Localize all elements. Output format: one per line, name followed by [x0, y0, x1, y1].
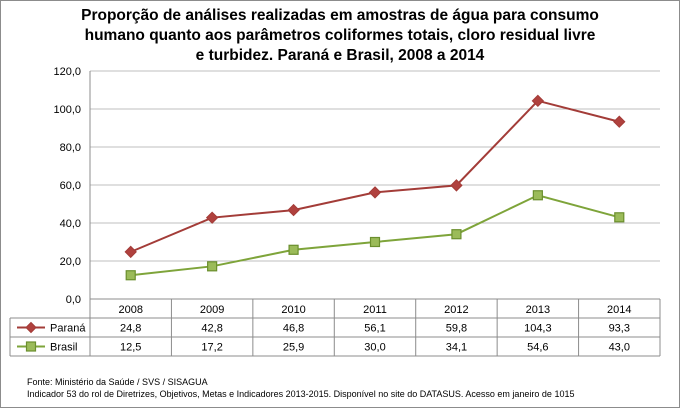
chart-title: Proporção de análises realizadas em amos…: [70, 6, 610, 66]
table-value: 17,2: [201, 342, 222, 354]
table-value: 56,1: [364, 323, 385, 335]
square-marker: [288, 244, 299, 255]
x-tick-label: 2012: [444, 304, 468, 316]
y-tick-label: 100,0: [53, 104, 81, 116]
x-tick-label: 2009: [200, 304, 224, 316]
diamond-marker: [531, 94, 545, 108]
table-value: 93,3: [609, 323, 630, 335]
legend-label: Paraná: [50, 323, 86, 335]
diamond-marker: [450, 179, 463, 192]
source-note: Fonte: Ministério da Saúde / SVS / SISAG…: [27, 376, 574, 400]
table-value: 46,8: [283, 323, 304, 335]
chart-title-line-1: Proporção de análises realizadas em amos…: [81, 7, 599, 24]
square-marker: [614, 212, 625, 223]
x-tick-label: 2011: [363, 304, 387, 316]
x-tick-label: 2010: [281, 304, 305, 316]
y-tick-label: 40,0: [60, 218, 81, 230]
table-value: 12,5: [120, 342, 141, 354]
diamond-marker: [368, 186, 382, 199]
square-marker: [369, 236, 381, 248]
legend-label: Brasil: [50, 342, 78, 354]
table-value: 54,6: [527, 342, 548, 354]
y-tick-label: 20,0: [60, 256, 81, 268]
x-tick-label: 2014: [607, 304, 631, 316]
chart-title-line-3: e turbidez. Paraná e Brasil, 2008 a 2014: [195, 47, 485, 64]
chart-title-line-2: humano quanto aos parâmetros coliformes …: [84, 27, 596, 44]
y-tick-label: 120,0: [53, 66, 81, 78]
diamond-marker: [287, 203, 300, 217]
square-marker: [207, 261, 218, 272]
source-line-2: Indicador 53 do rol de Diretrizes, Objet…: [27, 389, 575, 399]
table-value: 24,8: [120, 323, 141, 335]
table-value: 104,3: [524, 323, 552, 335]
square-marker: [25, 341, 37, 352]
diamond-marker: [205, 211, 219, 224]
diamond-marker: [613, 115, 626, 128]
diamond-marker: [124, 245, 137, 259]
series-line-1: [130, 99, 620, 253]
table-value: 59,8: [446, 323, 467, 335]
table-value: 43,0: [609, 342, 630, 354]
y-tick-label: 80,0: [60, 142, 81, 154]
square-marker: [125, 270, 136, 281]
source-line-1: Fonte: Ministério da Saúde / SVS / SISAG…: [27, 377, 208, 387]
square-marker: [532, 190, 543, 201]
y-tick-label: 60,0: [60, 180, 81, 192]
table-value: 34,1: [446, 342, 467, 354]
series-line-2: [130, 194, 620, 277]
table-value: 25,9: [283, 342, 304, 354]
table-value: 42,8: [201, 323, 222, 335]
table-value: 30,0: [364, 342, 385, 354]
diamond-marker: [25, 321, 37, 334]
x-tick-label: 2008: [118, 304, 142, 316]
square-marker: [451, 229, 462, 240]
x-tick-label: 2013: [526, 304, 550, 316]
y-tick-label: 0,0: [66, 294, 81, 306]
